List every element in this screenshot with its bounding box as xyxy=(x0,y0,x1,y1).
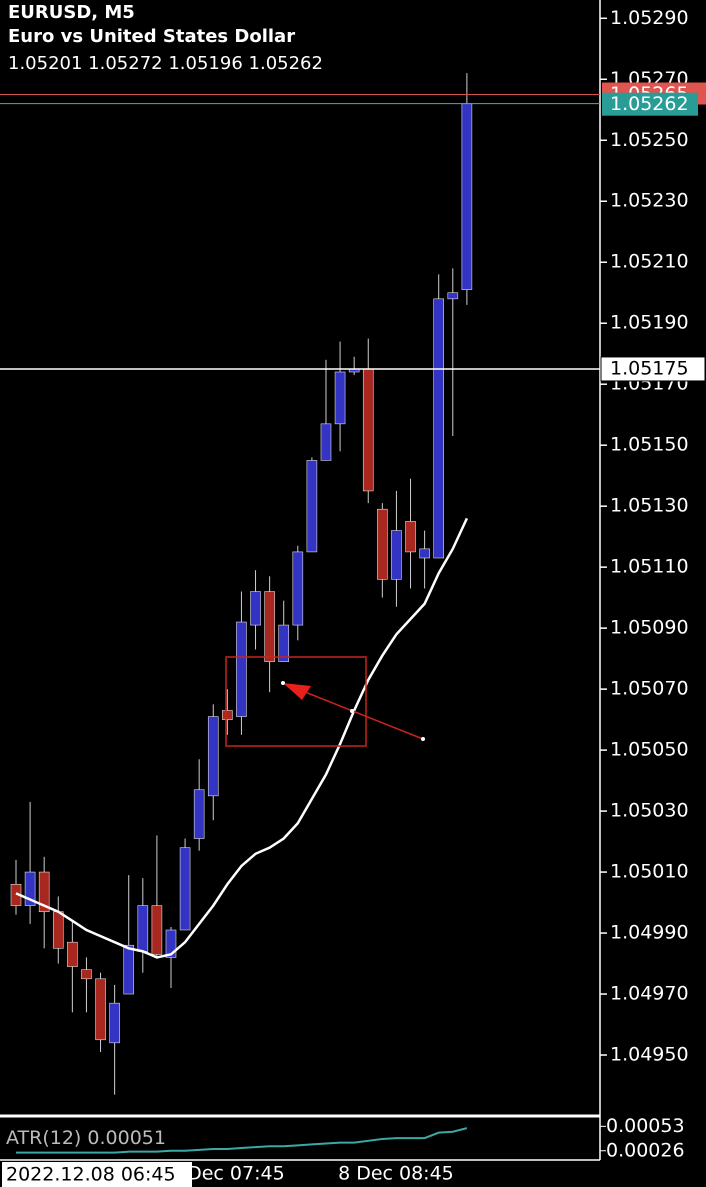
plot-area: 1.052901.052701.052501.052301.052101.051… xyxy=(10,7,689,1095)
bid-label: 1.05262 xyxy=(610,93,689,115)
y-tick-label: 1.05190 xyxy=(610,312,689,334)
indicator-y-tick-label: 0.00026 xyxy=(606,1139,685,1161)
bid-label-box xyxy=(602,92,698,116)
ohlc-high: 1.05272 xyxy=(88,53,162,74)
candle-body xyxy=(207,716,219,797)
annotation-arrowhead xyxy=(283,683,311,700)
y-tick-label: 1.05230 xyxy=(610,190,689,212)
y-tick-label: 1.05110 xyxy=(610,556,689,578)
y-tick-label: 1.05290 xyxy=(610,7,689,29)
annotation-handle xyxy=(421,737,425,741)
indicator-value: 0.00051 xyxy=(87,1127,166,1149)
candle-body xyxy=(81,969,92,980)
annotation-rectangle xyxy=(225,656,367,747)
y-tick-label: 1.05030 xyxy=(610,800,689,822)
ohlc-readout: 1.05201 1.05272 1.05196 1.05262 xyxy=(8,53,323,74)
indicator-label: ATR(12) 0.00051 xyxy=(6,1127,166,1149)
y-tick-label: 1.04990 xyxy=(610,922,689,944)
candle-body xyxy=(447,292,459,300)
candle-body xyxy=(52,911,64,949)
candle-body xyxy=(222,710,233,720)
candle-body xyxy=(433,298,445,559)
moving-average xyxy=(15,517,469,959)
candle-body xyxy=(24,871,36,906)
candle-body xyxy=(193,789,205,839)
ohlc-close: 1.05262 xyxy=(249,53,323,74)
y-tick-label: 1.04970 xyxy=(610,983,689,1005)
candle-body xyxy=(151,905,163,955)
annotation-arrow-line xyxy=(299,689,424,740)
y-tick-label: 1.05070 xyxy=(610,678,689,700)
candle-body xyxy=(95,978,106,1041)
candle-body xyxy=(377,508,388,580)
ohlc-low: 1.05196 xyxy=(168,53,242,74)
indicator-y-tick-label: 0.00053 xyxy=(606,1115,685,1137)
crosshair-price-label: 1.05175 xyxy=(610,357,689,379)
candle-body xyxy=(292,551,304,626)
x-tick-label: 8 Dec 07:45 xyxy=(169,1163,285,1185)
candle-body xyxy=(278,624,290,662)
candle-body xyxy=(179,847,191,931)
candle-body xyxy=(67,941,78,967)
y-tick-label: 1.05210 xyxy=(610,251,689,273)
y-tick-label: 1.05250 xyxy=(610,129,689,151)
crosshair-time-label: 2022.12.08 06:45 xyxy=(6,1164,176,1186)
symbol-title: EURUSD, M5 xyxy=(8,2,135,23)
y-tick-label: 1.05050 xyxy=(610,739,689,761)
indicator-name: ATR(12) xyxy=(6,1127,81,1149)
y-tick-label: 1.04950 xyxy=(610,1044,689,1066)
x-tick-label: 8 Dec 08:45 xyxy=(338,1163,454,1185)
y-tick-label: 1.05130 xyxy=(610,495,689,517)
candle-body xyxy=(362,368,374,492)
y-tick-label: 1.05090 xyxy=(610,617,689,639)
candle-body xyxy=(123,944,135,995)
indicator-line xyxy=(16,1127,468,1154)
candle-body xyxy=(165,929,177,958)
candle-body xyxy=(264,591,275,662)
crosshair-price-box xyxy=(600,356,706,382)
candle-body xyxy=(391,530,402,580)
annotation-handle xyxy=(281,681,285,685)
candle-body xyxy=(250,591,261,626)
symbol-description: Euro vs United States Dollar xyxy=(8,26,295,47)
candle-body xyxy=(419,548,430,559)
candle-body xyxy=(320,423,332,461)
candle-body xyxy=(38,871,50,913)
overlay: 8 Dec 07:458 Dec 08:451.052651.052621.05… xyxy=(0,82,706,1187)
crosshair-time-box xyxy=(2,1162,192,1187)
annotation-handle xyxy=(350,709,354,713)
candle-body xyxy=(306,460,318,553)
candle-body xyxy=(405,521,416,553)
candle-body xyxy=(109,1002,120,1044)
candle-body xyxy=(461,103,473,290)
ohlc-open: 1.05201 xyxy=(8,53,82,74)
candle-body xyxy=(334,371,346,425)
y-tick-label: 1.05150 xyxy=(610,434,689,456)
y-tick-label: 1.05010 xyxy=(610,861,689,883)
candle-body xyxy=(236,621,247,717)
candle-body xyxy=(137,905,149,952)
